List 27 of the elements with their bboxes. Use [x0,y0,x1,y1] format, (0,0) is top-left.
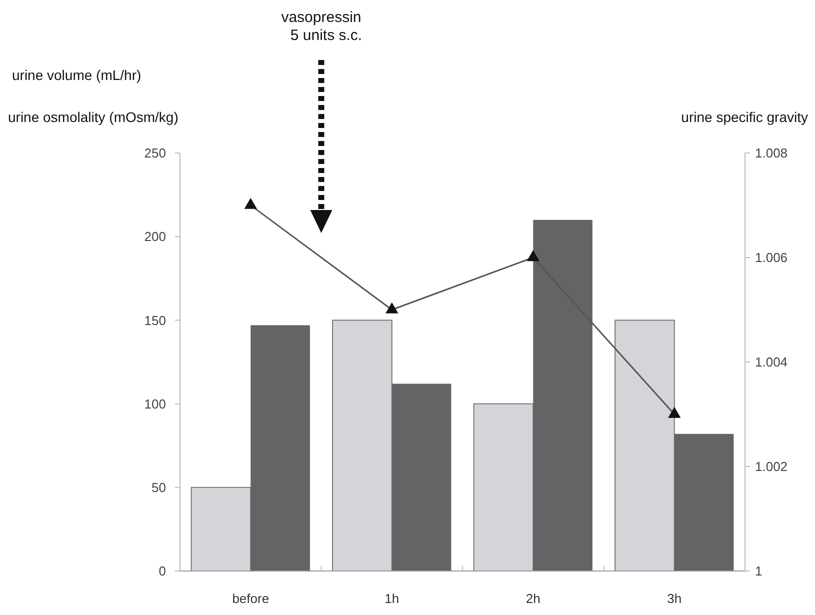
bar [392,384,452,571]
y-tick-label: 100 [144,396,166,412]
bar [332,320,392,572]
text: vasopressin 5 units s.c. [281,9,362,44]
y-axis-title: urine volume (mL/hr) [12,67,142,83]
bar [533,220,592,571]
y2-tick-label: 1 [755,564,762,579]
y-tick-label: 250 [144,146,166,161]
y-tick-label: 150 [144,312,166,328]
x-tick-label: 3h [667,591,682,606]
y-tick-label: 200 [144,229,166,244]
text: urine osmolality (mOsm/kg) [8,109,178,125]
y2-axis-title: urine specific gravity [681,109,808,125]
y2-tick-label: 1.006 [755,250,788,266]
x-tick-label: before [232,591,270,606]
y2-tick-label: 1.002 [755,459,788,474]
y2-tick-label: 1.008 [755,146,788,161]
y-tick-label: 0 [158,564,166,579]
bar [674,434,734,571]
x-tick-label: 1h [384,591,400,606]
y-tick-label: 50 [152,480,166,495]
bar [250,325,310,571]
bar [190,486,252,572]
y2-tick-label: 1.004 [755,354,788,370]
x-tick-label: 2h [526,591,540,606]
bar [473,403,534,572]
bar [614,320,675,572]
